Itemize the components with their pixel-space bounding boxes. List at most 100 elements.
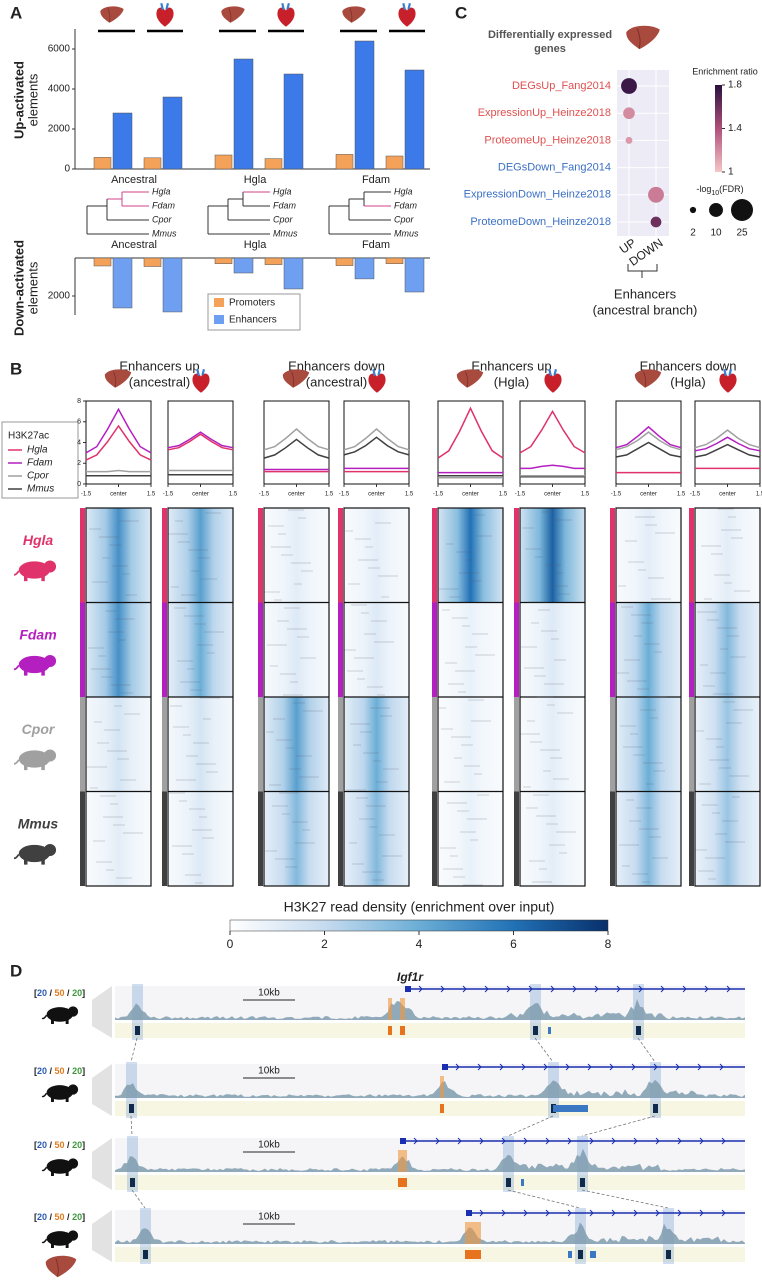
group-title: (ancestral) (306, 374, 367, 389)
coverage-peak (398, 1150, 407, 1172)
gene-arrow (484, 985, 489, 993)
bar (162, 96, 183, 170)
group-title: Enhancers up (471, 358, 551, 373)
gene-arrow (501, 1137, 506, 1145)
track-fade (92, 1064, 112, 1116)
gene-arrow (616, 985, 621, 993)
x-tick-label: center (288, 492, 305, 498)
category-label: Fdam (362, 239, 390, 251)
bar (214, 257, 233, 264)
gene-start (405, 986, 411, 992)
feature (521, 1179, 524, 1186)
range-label: [20 / 50 / 20] (34, 988, 85, 998)
heatmap-block (695, 697, 760, 792)
species-bar (610, 602, 615, 697)
category-label: Ancestral (111, 174, 157, 186)
profile-line (167, 433, 234, 451)
x-tick-label: -1.5 (515, 492, 526, 498)
legend-swatch (214, 298, 224, 307)
gene-start (466, 1210, 472, 1216)
scale-label: 10kb (258, 1140, 280, 1151)
gene-start (400, 1138, 406, 1144)
gene-arrow (567, 1137, 572, 1145)
species-bar (610, 508, 615, 603)
range-part: 50 (55, 1212, 65, 1222)
feature (400, 1026, 405, 1035)
feature (129, 1104, 134, 1113)
rodent-icon (41, 1229, 80, 1248)
profile-line (343, 436, 410, 456)
gene-arrow (565, 1063, 570, 1071)
species-bar (514, 508, 519, 603)
colorbar (229, 919, 609, 932)
tree-label: Hgla (152, 186, 171, 196)
ortholog-link (507, 1189, 581, 1209)
rodent-icon (14, 843, 57, 865)
heatmap-block (86, 697, 151, 792)
heatmap-block (438, 602, 503, 697)
row-label: DEGsDown_Fang2014 (498, 162, 611, 174)
gene-arrow (567, 1209, 572, 1217)
heatmap-block (264, 508, 329, 603)
heatmap-block (168, 508, 233, 603)
feature (465, 1250, 481, 1259)
row-label: DEGsUp_Fang2014 (512, 80, 611, 92)
heatmap-block (344, 508, 409, 603)
heatmap-block (438, 791, 503, 886)
species-bar (432, 697, 437, 792)
colorbar-title: H3K27 read density (enrichment over inpu… (284, 899, 555, 915)
x-tick-label: 1.5 (147, 492, 156, 498)
gene-arrow (545, 1137, 550, 1145)
heatmap-block (168, 791, 233, 886)
dot (650, 216, 662, 228)
size-legend-dot (689, 206, 697, 214)
feature-strip (115, 1023, 745, 1038)
bar (233, 257, 254, 274)
y-tick-label: 2000 (48, 124, 71, 135)
feature (398, 1178, 407, 1187)
feature (636, 1026, 641, 1035)
row-label: ExpressionDown_Heinze2018 (464, 189, 611, 201)
y-axis-label: Up-activated (11, 61, 26, 139)
category-label: Ancestral (111, 239, 157, 251)
heatmap-frame (85, 507, 152, 887)
gene-start (442, 1064, 448, 1070)
tree-label: Cpor (152, 214, 173, 224)
x-tick-label: 1.5 (325, 492, 334, 498)
gene-arrow (589, 1209, 594, 1217)
panel-label: D (10, 961, 22, 980)
liver-icon (625, 25, 661, 50)
x-tick-label: center (640, 492, 657, 498)
range-part: ] (82, 1212, 85, 1222)
tree-label: Hgla (273, 186, 292, 196)
feature (130, 1178, 135, 1187)
legend-title-part: (FDR) (719, 184, 744, 194)
bar (214, 154, 233, 170)
species-label: Fdam (19, 626, 56, 642)
bar (143, 257, 162, 267)
rodent-icon (41, 1005, 80, 1024)
gene-arrow (572, 985, 577, 993)
y-tick-label: 4 (77, 439, 81, 446)
gene-arrow (677, 1209, 682, 1217)
tree-label: Hgla (394, 186, 413, 196)
feature (593, 1251, 596, 1258)
species-label: Mmus (18, 815, 59, 831)
range-part: ] (82, 1140, 85, 1150)
species-bar (258, 697, 263, 792)
group-title: Enhancers down (640, 358, 737, 373)
tree-label: Fdam (394, 200, 418, 210)
gene-arrow (506, 985, 511, 993)
range-part: 50 (55, 1140, 65, 1150)
gene-arrow (704, 985, 709, 993)
species-bar (162, 602, 167, 697)
feature (568, 1251, 572, 1258)
bar (354, 40, 375, 170)
legend-label: Enhancers (229, 315, 277, 326)
category-label: Hgla (244, 174, 268, 186)
legend-box (1, 421, 79, 499)
species-bar (80, 602, 85, 697)
heatmap-block (86, 602, 151, 697)
bar (233, 58, 254, 170)
gene-arrow (611, 1137, 616, 1145)
